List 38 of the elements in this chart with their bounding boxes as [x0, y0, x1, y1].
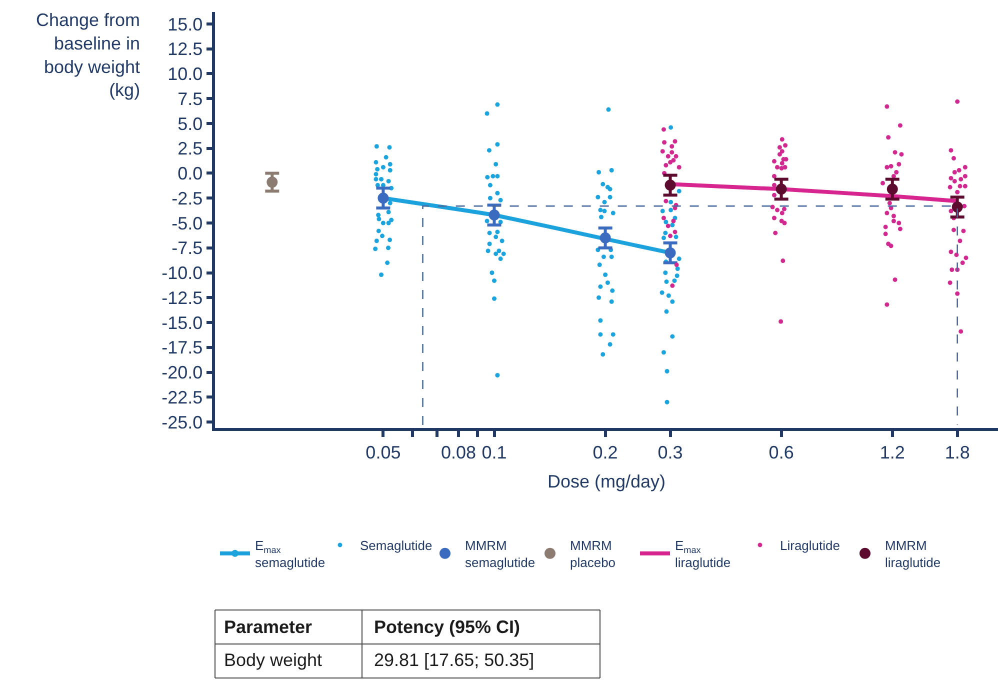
y-tick-label: 7.5 — [178, 88, 203, 109]
text: Potency (95% CI) — [374, 617, 520, 637]
x-axis-title: Dose (mg/day) — [547, 471, 666, 492]
legend-label: Liraglutide — [780, 538, 840, 554]
y-tick-label: 12.5 — [168, 39, 203, 60]
x-tick-label: 0.1 — [482, 442, 507, 462]
y-tick-label: -12.5 — [162, 288, 203, 308]
y-tick-label: -20.0 — [162, 362, 203, 383]
x-tick-label: 0.2 — [592, 442, 618, 462]
x-tick-label: 0.6 — [768, 442, 794, 462]
y-tick-label: 2.5 — [178, 138, 203, 159]
legend-label: E$_{max}$ semaglutide — [255, 538, 326, 570]
y-tick-label: -2.5 — [172, 188, 203, 208]
y-tick-label: 10.0 — [168, 64, 203, 84]
legend-label: MMRM liraglutide — [885, 538, 941, 570]
x-tick-label: 0.08 — [440, 442, 476, 462]
y-tick-label: -25.0 — [162, 412, 203, 432]
y-tick-label: -10.0 — [162, 263, 203, 284]
y-tick-label: -15.0 — [162, 312, 203, 333]
legend-label: Semaglutide — [360, 538, 432, 554]
x-tick-label: 1.2 — [880, 442, 905, 462]
legend-label: E$_{max}$ liraglutide — [675, 538, 731, 570]
y-tick-label: -7.5 — [172, 238, 203, 258]
legend-label: MMRM semaglutide — [465, 538, 536, 570]
y-tick-label: -22.5 — [162, 387, 203, 408]
text: Body weight — [224, 650, 322, 670]
y-tick-label: 15.0 — [168, 14, 203, 34]
text: Parameter — [224, 617, 312, 637]
y-axis-title: Change from baseline in body weight (kg) — [36, 10, 140, 100]
y-tick-label: 0.0 — [178, 164, 203, 184]
x-tick-label: 0.3 — [658, 442, 683, 462]
text: 29.81 [17.65; 50.35] — [374, 650, 534, 670]
x-tick-label: 0.05 — [366, 442, 401, 462]
y-tick-label: -17.5 — [162, 338, 203, 358]
y-tick-label: 5.0 — [178, 114, 203, 134]
y-tick-label: -5.0 — [172, 213, 203, 234]
x-tick-label: 1.8 — [944, 442, 970, 462]
legend-label: MMRM placebo — [570, 538, 616, 570]
